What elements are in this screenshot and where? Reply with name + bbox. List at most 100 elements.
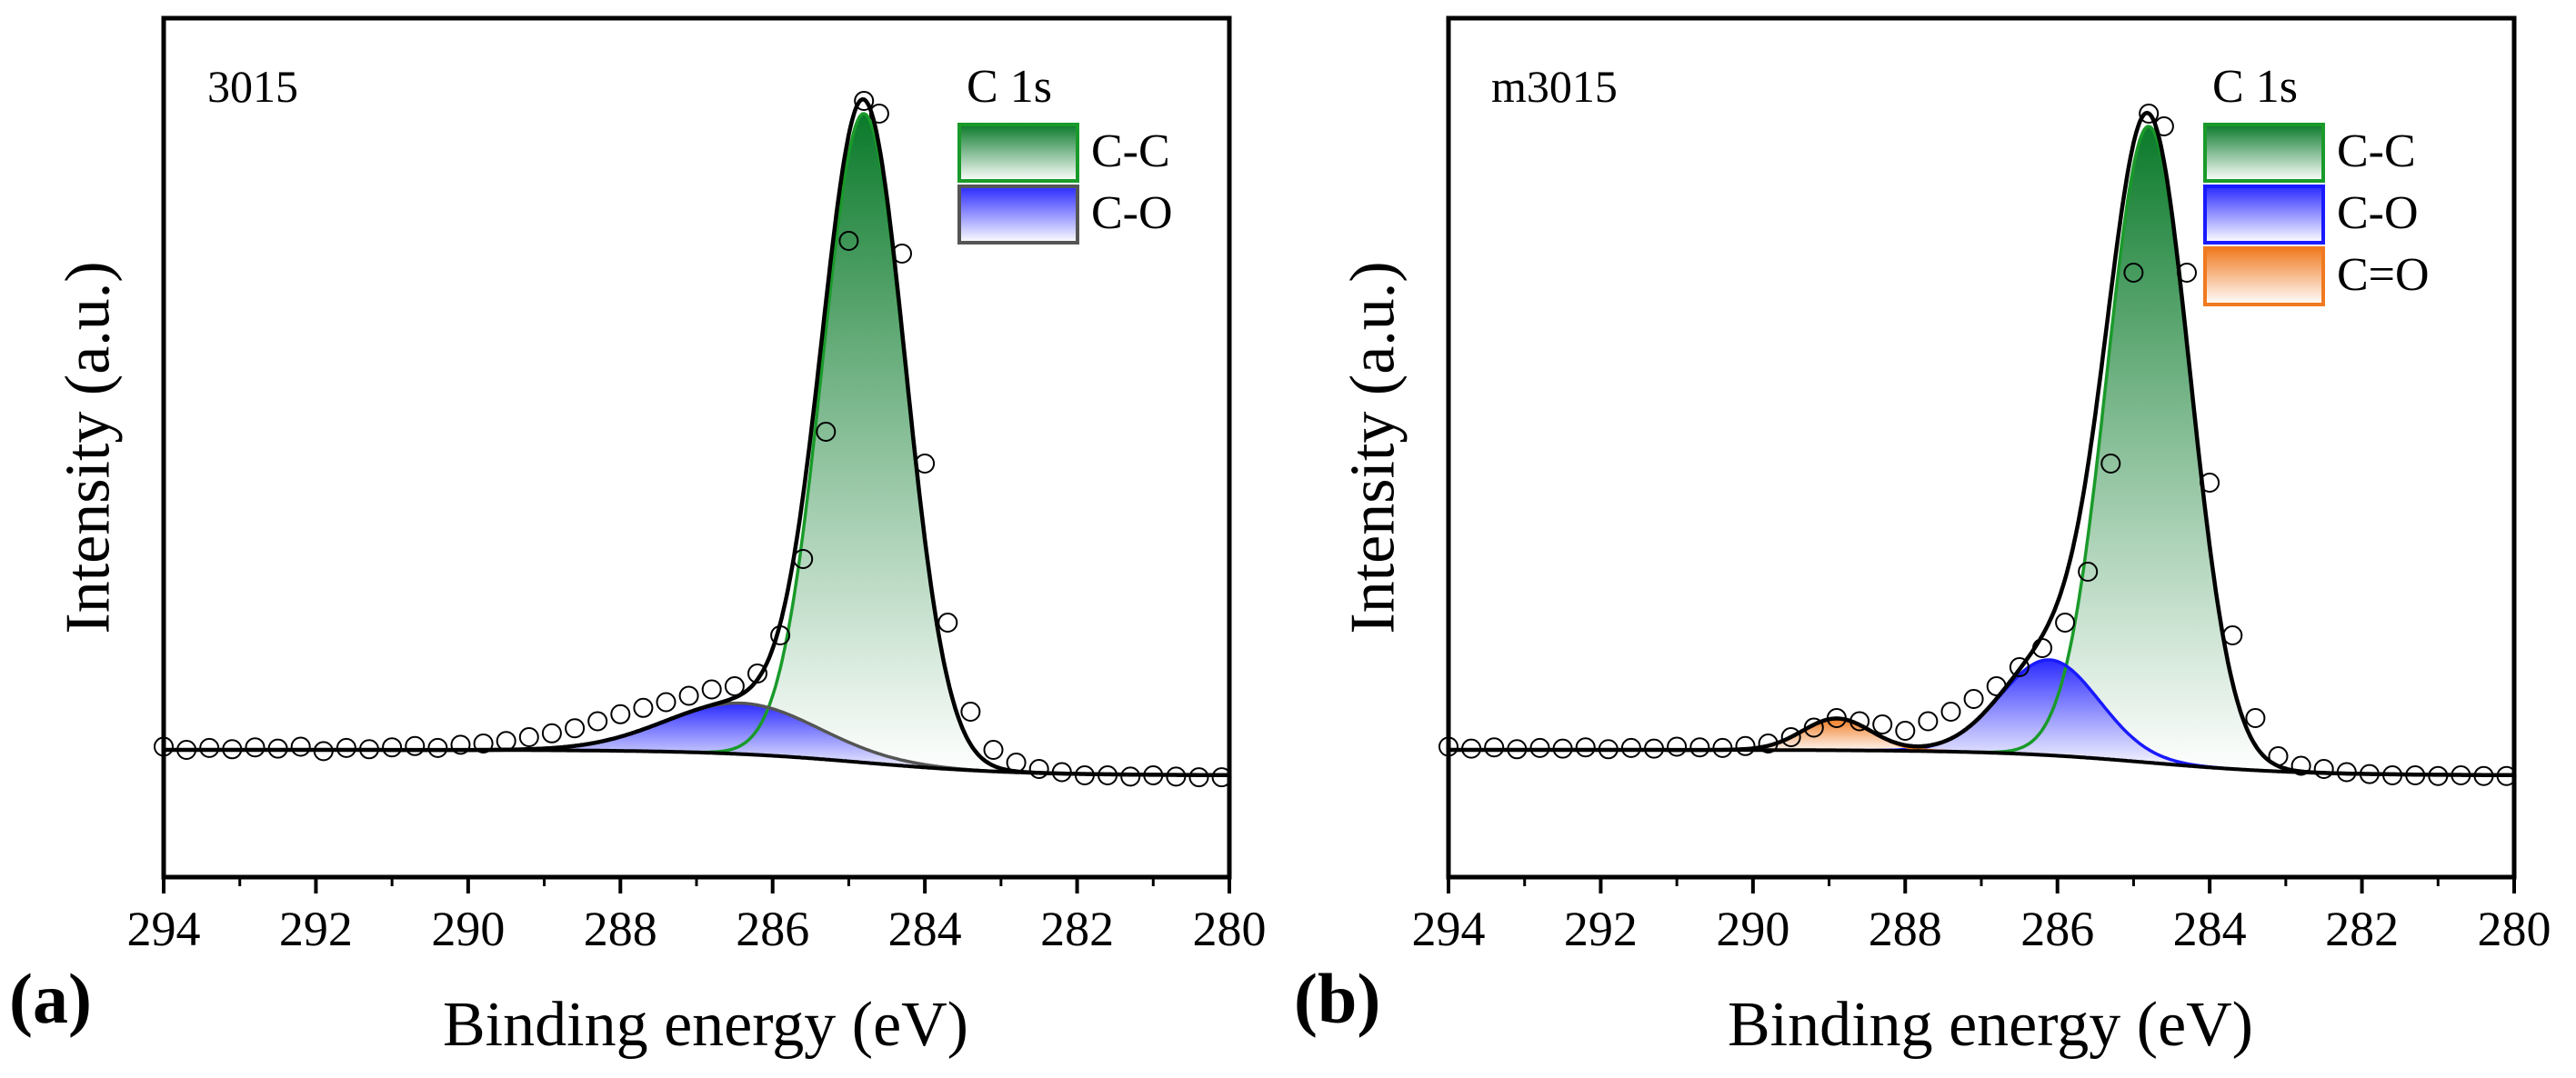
raw-data-point xyxy=(2177,263,2197,283)
raw-data-point xyxy=(518,727,539,747)
background-line xyxy=(164,748,1229,777)
x-axis-ticks: 294 292 290 288 286 284 282 280 xyxy=(127,877,1267,956)
legend-label-c=o: C=O xyxy=(2337,249,2430,301)
raw-data-point xyxy=(496,731,516,752)
raw-data-point xyxy=(816,422,837,442)
raw-data-point xyxy=(2290,755,2311,776)
raw-data-point xyxy=(1552,738,1573,759)
legend-swatch-c=o xyxy=(2203,246,2325,306)
legend-swatch-c-c xyxy=(2203,123,2325,183)
raw-data-point xyxy=(176,740,197,760)
x-tick-label: 280 xyxy=(2478,902,2551,956)
raw-data-point xyxy=(1507,739,1528,760)
raw-data-point xyxy=(2222,625,2243,645)
x-tick-label: 288 xyxy=(584,902,657,956)
raw-data-point xyxy=(1758,734,1779,754)
raw-data-point xyxy=(678,685,699,706)
x-tick-label: 286 xyxy=(2020,902,2094,956)
raw-data-point xyxy=(199,737,220,758)
raw-data-point xyxy=(2009,657,2030,677)
raw-data-point xyxy=(2451,765,2471,785)
legend-label-c-o: C-O xyxy=(2337,187,2419,239)
y-axis-title: Intensity (a.u.) xyxy=(54,261,124,634)
raw-data-point xyxy=(2055,613,2076,633)
raw-data-point xyxy=(610,704,631,724)
panel-a: 294 292 290 288 286 284 282 280 3015 C 1s C-C C-… xyxy=(9,15,1267,1060)
raw-data-point xyxy=(1006,753,1027,773)
raw-data-point xyxy=(983,740,1004,760)
peak-fill-c=o xyxy=(1666,718,2008,754)
raw-data-point xyxy=(1826,708,1847,728)
legend-label-c-c: C-C xyxy=(1091,125,1170,177)
raw-data-point xyxy=(267,738,288,759)
sample-label: 3015 xyxy=(207,61,298,112)
y-axis-title: Intensity (a.u.) xyxy=(1338,261,1408,634)
raw-data-point xyxy=(1074,765,1095,785)
raw-data-point xyxy=(838,231,859,251)
raw-data-point xyxy=(2405,765,2426,785)
raw-data-point xyxy=(2473,765,2494,786)
legend: C 1s C-C C-O C=O xyxy=(2203,61,2430,306)
raw-data-point xyxy=(1918,711,1939,732)
raw-data-point xyxy=(1188,767,1209,788)
panel-b: 294 292 290 288 286 284 282 280 m3015 C 1s C-CC… xyxy=(1294,15,2551,1060)
raw-data-point xyxy=(1098,765,1118,785)
x-tick-label: 284 xyxy=(888,902,962,956)
peak-fill-c-c xyxy=(655,114,1073,774)
x-tick-label: 282 xyxy=(2325,902,2399,956)
raw-data-point xyxy=(1712,737,1733,758)
fit-lines xyxy=(164,97,1229,778)
raw-data-point xyxy=(1529,737,1550,758)
raw-data-point xyxy=(1598,739,1619,760)
raw-data-point xyxy=(2382,765,2403,785)
peak-fill-c-o xyxy=(363,703,1123,775)
raw-data-point xyxy=(937,613,958,633)
x-axis-title: Binding energy (eV) xyxy=(443,990,968,1060)
raw-data-point xyxy=(1484,737,1505,758)
raw-data-points xyxy=(154,91,1232,788)
legend-swatch-c-o xyxy=(2203,185,2325,245)
x-axis-title: Binding energy (eV) xyxy=(1728,990,2253,1060)
raw-data-point xyxy=(1620,737,1641,758)
raw-data-point xyxy=(405,735,426,756)
raw-data-point xyxy=(1461,738,1482,759)
raw-data-point xyxy=(747,664,767,684)
raw-data-point xyxy=(2153,116,2174,136)
raw-data-point xyxy=(1963,689,1984,709)
fit-lines xyxy=(1448,110,2514,778)
raw-data-point xyxy=(1849,711,1870,732)
raw-data-point xyxy=(915,454,936,474)
raw-data-point xyxy=(2139,104,2160,124)
raw-data-point xyxy=(633,697,654,718)
sample-label: m3015 xyxy=(1491,61,1618,112)
raw-data-point xyxy=(2032,638,2052,658)
raw-data-point xyxy=(1028,759,1049,779)
legend-label-c-c: C-C xyxy=(2337,125,2416,177)
raw-data-point xyxy=(359,739,379,760)
x-tick-label: 288 xyxy=(1869,902,1942,956)
raw-data-point xyxy=(450,734,471,755)
raw-data-point xyxy=(541,723,562,744)
raw-data-point xyxy=(2100,454,2121,474)
x-tick-label: 290 xyxy=(431,902,505,956)
raw-data-point xyxy=(1051,762,1072,783)
raw-data-point xyxy=(724,676,745,696)
legend-title: C 1s xyxy=(2212,61,2298,113)
raw-data-point xyxy=(1803,717,1824,738)
raw-data-point xyxy=(1986,676,2007,696)
x-tick-label: 294 xyxy=(127,902,201,956)
raw-data-point xyxy=(793,549,814,569)
raw-data-point xyxy=(2123,263,2144,283)
peak-fills xyxy=(363,114,1123,775)
raw-data-point xyxy=(892,244,912,264)
raw-data-point xyxy=(1940,702,1961,722)
raw-data-point xyxy=(1735,735,1756,756)
legend-label-c-o: C-O xyxy=(1091,187,1173,239)
x-tick-label: 280 xyxy=(1193,902,1267,956)
raw-data-point xyxy=(587,711,608,732)
raw-data-point xyxy=(1689,737,1710,758)
x-axis-ticks: 294 292 290 288 286 284 282 280 xyxy=(1412,877,2551,956)
raw-data-point xyxy=(245,737,266,758)
panel-letter: (a) xyxy=(9,959,92,1038)
raw-data-point xyxy=(336,737,356,758)
